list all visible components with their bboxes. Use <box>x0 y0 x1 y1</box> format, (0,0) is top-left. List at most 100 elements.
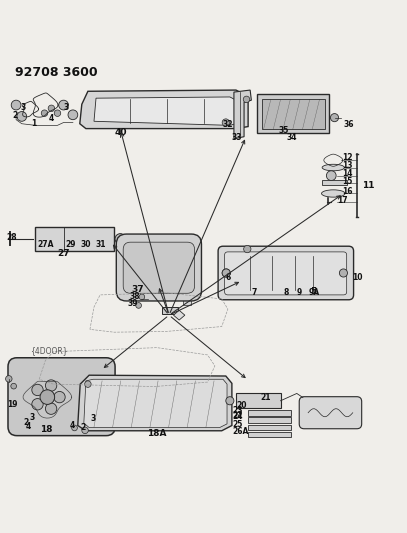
Ellipse shape <box>322 164 344 171</box>
FancyBboxPatch shape <box>225 252 347 295</box>
Circle shape <box>326 171 336 181</box>
Text: 4: 4 <box>70 421 75 430</box>
Text: 38: 38 <box>130 292 140 301</box>
Text: 4: 4 <box>26 422 31 431</box>
Circle shape <box>41 110 48 116</box>
Text: 36: 36 <box>343 120 354 130</box>
Ellipse shape <box>322 190 345 197</box>
Circle shape <box>6 376 12 382</box>
Text: 23: 23 <box>233 406 243 415</box>
Text: 2: 2 <box>23 418 28 427</box>
Circle shape <box>59 100 68 110</box>
Circle shape <box>54 391 65 403</box>
Text: 92708 3600: 92708 3600 <box>15 66 98 79</box>
Text: 11: 11 <box>362 181 374 190</box>
Circle shape <box>46 380 57 391</box>
Circle shape <box>222 119 230 126</box>
Bar <box>183 299 191 305</box>
Text: 22: 22 <box>233 411 243 420</box>
Text: 2: 2 <box>13 111 18 120</box>
Circle shape <box>244 245 251 253</box>
Text: 15: 15 <box>343 177 353 186</box>
Text: 39: 39 <box>127 299 138 308</box>
Text: 28: 28 <box>7 233 17 242</box>
Text: 14: 14 <box>343 168 353 177</box>
Text: 29: 29 <box>66 240 76 249</box>
Text: 34: 34 <box>287 133 297 142</box>
Text: 4: 4 <box>48 114 54 123</box>
Circle shape <box>40 390 55 405</box>
Polygon shape <box>94 97 240 125</box>
Text: 9: 9 <box>297 287 302 296</box>
Text: 17: 17 <box>337 196 348 205</box>
Bar <box>257 94 329 133</box>
Bar <box>236 393 280 408</box>
Text: 3: 3 <box>91 414 96 423</box>
Text: 24: 24 <box>233 413 243 422</box>
FancyBboxPatch shape <box>123 242 195 293</box>
Text: {4DOOR}: {4DOOR} <box>30 346 68 355</box>
Circle shape <box>46 403 57 414</box>
FancyBboxPatch shape <box>299 397 362 429</box>
Circle shape <box>54 110 61 116</box>
Bar <box>248 425 291 430</box>
Bar <box>262 99 325 130</box>
Text: 30: 30 <box>80 240 91 249</box>
Text: 40: 40 <box>114 128 127 136</box>
Circle shape <box>339 269 348 277</box>
Text: 25: 25 <box>233 420 243 429</box>
Text: 7: 7 <box>252 287 257 296</box>
Bar <box>35 227 114 251</box>
Text: 10: 10 <box>352 273 363 282</box>
Circle shape <box>226 397 234 405</box>
Text: 16: 16 <box>343 187 353 196</box>
Polygon shape <box>234 90 252 139</box>
Polygon shape <box>173 310 185 320</box>
Circle shape <box>115 233 126 244</box>
Text: 1: 1 <box>31 119 37 128</box>
Text: 35: 35 <box>278 126 289 135</box>
Circle shape <box>68 110 78 120</box>
Circle shape <box>243 96 250 103</box>
Circle shape <box>136 303 142 308</box>
Text: 18: 18 <box>39 425 52 434</box>
Text: 27: 27 <box>57 249 70 259</box>
Text: 3: 3 <box>63 102 69 111</box>
Text: 31: 31 <box>96 240 106 249</box>
Polygon shape <box>84 379 227 427</box>
Bar <box>162 307 177 314</box>
Circle shape <box>85 381 91 387</box>
Text: 27A: 27A <box>37 240 54 249</box>
Circle shape <box>222 269 230 277</box>
Text: 19: 19 <box>7 400 17 409</box>
Circle shape <box>11 383 17 389</box>
Polygon shape <box>78 375 232 431</box>
Text: 6: 6 <box>226 273 231 282</box>
FancyBboxPatch shape <box>8 358 115 435</box>
Text: 9A: 9A <box>308 287 319 296</box>
FancyBboxPatch shape <box>116 234 201 301</box>
Text: 3: 3 <box>30 413 35 422</box>
Text: 37: 37 <box>131 285 144 294</box>
Circle shape <box>118 237 123 241</box>
Circle shape <box>32 384 43 395</box>
Bar <box>248 417 291 423</box>
Polygon shape <box>80 90 248 128</box>
FancyBboxPatch shape <box>218 246 354 300</box>
Circle shape <box>17 111 26 122</box>
Text: 13: 13 <box>343 161 353 170</box>
Bar <box>248 410 291 416</box>
Text: 8: 8 <box>284 287 289 296</box>
Text: 5: 5 <box>310 287 316 296</box>
Bar <box>248 432 291 437</box>
Circle shape <box>72 425 77 431</box>
Circle shape <box>222 269 230 277</box>
Circle shape <box>11 100 21 110</box>
Circle shape <box>96 389 104 397</box>
Text: 12: 12 <box>343 153 353 162</box>
Circle shape <box>32 399 43 410</box>
Text: 20: 20 <box>236 401 247 410</box>
Circle shape <box>82 427 88 434</box>
Circle shape <box>330 114 339 122</box>
Text: 2: 2 <box>80 423 85 432</box>
